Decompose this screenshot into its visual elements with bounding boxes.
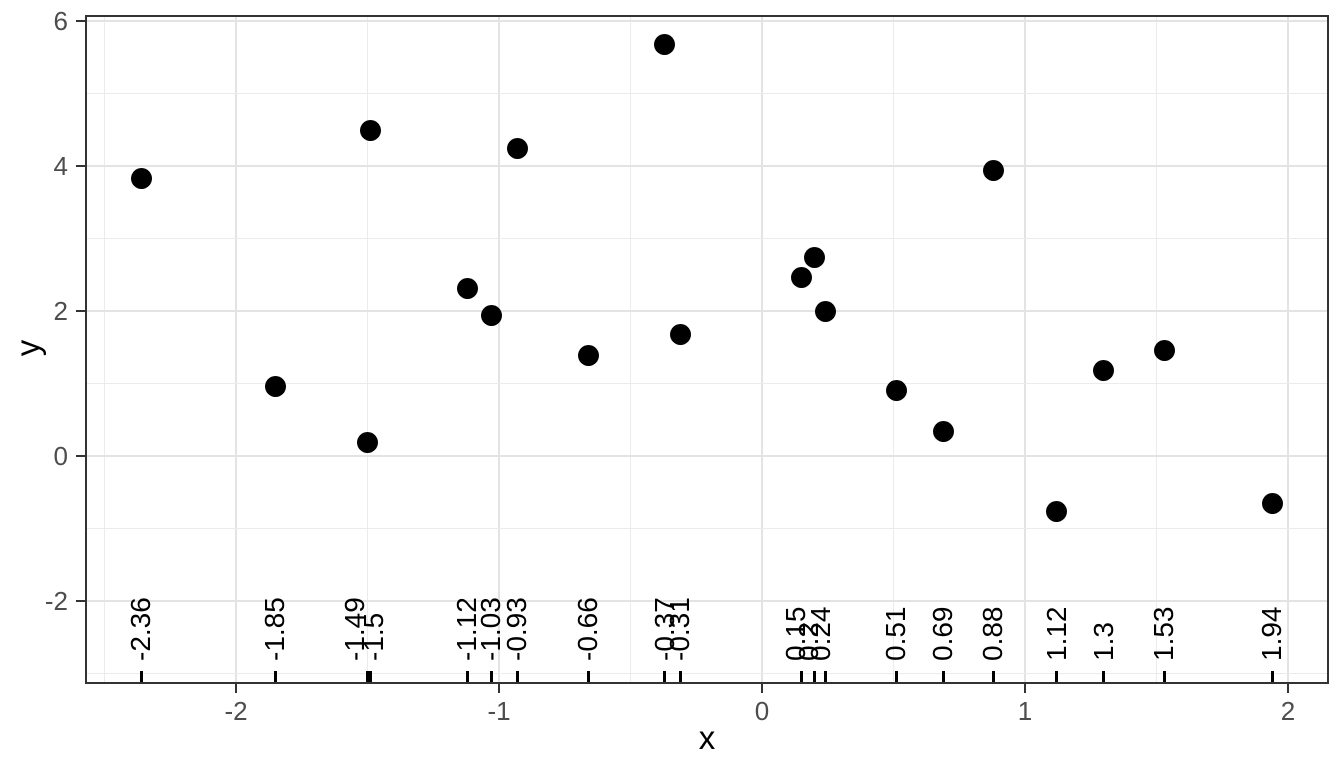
grid-minor-y [85, 93, 1329, 94]
grid-major-x [761, 15, 763, 684]
rug-tick [273, 671, 277, 684]
data-point [814, 300, 836, 322]
grid-minor-y [85, 238, 1329, 239]
x-axis-tick [761, 684, 763, 693]
rug-label: 0.69 [927, 606, 959, 662]
rug-label: 1.94 [1256, 606, 1288, 662]
rug-tick [663, 671, 667, 684]
rug-tick [799, 671, 803, 684]
data-point [130, 167, 152, 189]
x-tick-label: -2 [224, 696, 248, 726]
rug-tick [139, 671, 143, 684]
x-tick-label: 0 [754, 696, 770, 726]
grid-minor-y [85, 673, 1329, 674]
rug-tick [465, 671, 469, 684]
grid-minor-x [630, 15, 631, 684]
data-point [790, 267, 812, 289]
x-axis-tick [498, 684, 500, 693]
rug-label: 1.53 [1148, 606, 1180, 662]
rug-label: -1.03 [475, 597, 507, 661]
rug-tick [941, 671, 945, 684]
data-point [1261, 493, 1283, 515]
data-point [1046, 501, 1068, 523]
grid-major-y [85, 310, 1329, 312]
data-point [506, 138, 528, 160]
rug-label: 0.88 [977, 606, 1009, 662]
rug-label: 0.24 [805, 606, 837, 662]
rug-tick [1055, 671, 1059, 684]
grid-major-y [85, 20, 1329, 22]
rug-label: -0.66 [572, 597, 604, 661]
rug-tick [586, 671, 590, 684]
data-point [577, 345, 599, 367]
data-point [480, 304, 502, 326]
grid-minor-y [85, 383, 1329, 384]
rug-label: -0.93 [501, 597, 533, 661]
data-point [885, 379, 907, 401]
y-tick-label: 0 [53, 441, 68, 471]
rug-tick [1102, 671, 1106, 684]
y-axis-tick [76, 165, 85, 167]
rug-label: -0.31 [664, 597, 696, 661]
grid-minor-x [367, 15, 368, 684]
rug-tick [366, 671, 369, 684]
y-axis-tick [76, 20, 85, 22]
x-axis-title: x [698, 719, 716, 756]
data-point [654, 33, 676, 55]
grid-major-y [85, 600, 1329, 602]
rug-tick [991, 671, 995, 684]
x-axis-tick [235, 684, 237, 693]
rug-tick [1162, 671, 1166, 684]
rug-tick [515, 671, 519, 684]
grid-major-x [498, 15, 500, 684]
rug-tick [894, 671, 898, 684]
rug-tick [823, 671, 827, 684]
y-tick-label: -2 [44, 586, 68, 616]
grid-major-x [1287, 15, 1289, 684]
data-point [982, 159, 1004, 181]
grid-minor-x [893, 15, 894, 684]
data-point [357, 432, 378, 454]
y-tick-label: 4 [53, 151, 68, 181]
grid-minor-y [85, 528, 1329, 529]
data-point [264, 375, 286, 397]
y-axis-title: y [9, 339, 46, 357]
rug-tick [489, 671, 493, 684]
data-point [456, 278, 478, 300]
data-point [359, 119, 381, 141]
x-axis-tick [1287, 684, 1289, 693]
data-point [804, 246, 826, 268]
data-point [932, 420, 954, 442]
rug-tick [368, 671, 372, 684]
y-axis-tick [76, 455, 85, 457]
x-tick-label: 1 [1017, 696, 1033, 726]
grid-minor-x [104, 15, 105, 684]
rug-label: -2.36 [125, 597, 157, 661]
x-axis-tick [1024, 684, 1026, 693]
rug-tick [678, 671, 682, 684]
y-axis-tick [76, 310, 85, 312]
y-tick-label: 6 [53, 6, 68, 36]
y-axis-tick [76, 600, 85, 602]
data-point [1093, 359, 1115, 381]
grid-major-x [1024, 15, 1026, 684]
grid-major-y [85, 455, 1329, 457]
rug-tick [1270, 671, 1274, 684]
data-point [669, 323, 691, 345]
rug-label: 0.51 [880, 606, 912, 662]
y-tick-label: 2 [53, 296, 68, 326]
rug-label: -1.85 [259, 597, 291, 661]
rug-tick [813, 671, 817, 684]
x-tick-label: -1 [487, 696, 511, 726]
rug-label: -1.5 [357, 612, 389, 661]
grid-major-x [235, 15, 237, 684]
x-tick-label: 2 [1280, 696, 1296, 726]
rug-label: 1.3 [1087, 622, 1119, 661]
data-point [1153, 339, 1175, 361]
rug-label: 1.12 [1040, 606, 1072, 662]
grid-major-y [85, 165, 1329, 167]
